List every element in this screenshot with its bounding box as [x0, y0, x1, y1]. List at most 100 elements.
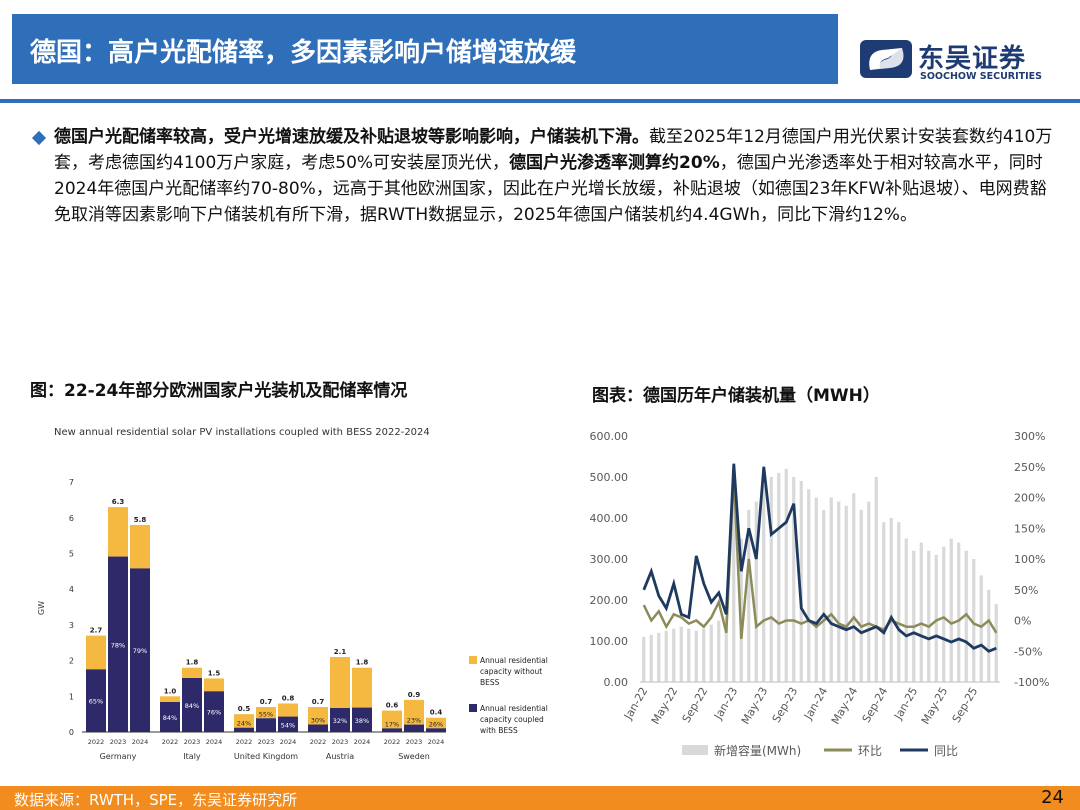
bar-with-bess	[86, 669, 106, 732]
capacity-bar	[822, 509, 826, 682]
x-axis-label: Jan-24	[801, 685, 830, 723]
legend-label: with BESS	[480, 726, 518, 735]
bar-with-bess	[130, 568, 150, 732]
x-axis-label: Sep-25	[950, 685, 981, 725]
capacity-bar	[912, 550, 916, 682]
bar-year-label: 2023	[258, 738, 275, 746]
capacity-bar	[792, 477, 796, 682]
x-axis-label: Jan-22	[621, 685, 650, 723]
capacity-bar	[994, 604, 998, 682]
legend-label: Annual residential	[480, 704, 548, 713]
bar-with-bess	[160, 702, 180, 732]
bar-pct-label: 65%	[89, 698, 103, 706]
capacity-bar	[934, 554, 938, 682]
capacity-bar	[762, 485, 766, 682]
detail-text: 截至2025年12月德国户用光伏累计安装套数约410万套，考虑德国约4100万户…	[54, 127, 1053, 173]
right-chart-caption: 图表：德国历年户储装机量（MWH）	[592, 386, 880, 406]
page-number: 24	[1041, 787, 1064, 808]
capacity-bar	[964, 550, 968, 682]
left-axis-tick: 0.00	[604, 676, 629, 689]
bar-with-bess	[426, 728, 446, 732]
capacity-bar	[754, 501, 758, 682]
x-axis-label: May-25	[919, 685, 951, 727]
capacity-bar	[837, 501, 841, 682]
capacity-bar	[799, 481, 803, 682]
left-chart-caption: 图：22-24年部分欧洲国家户光装机及配储率情况	[30, 381, 408, 401]
capacity-bar	[949, 538, 953, 682]
bar-total-label: 0.7	[260, 698, 273, 706]
right-axis-tick: 300%	[1014, 430, 1045, 443]
body-paragraph: 德国户光配储率较高，受户光增速放缓及补贴退坡等影响影响，户储装机下滑。截至202…	[54, 124, 1054, 228]
right-axis-tick: 150%	[1014, 522, 1045, 535]
bar-year-label: 2023	[184, 738, 201, 746]
capacity-bar	[679, 626, 683, 682]
capacity-bar	[672, 628, 676, 682]
capacity-bar	[874, 477, 878, 682]
title-bar: 德国：高户光配储率，多因素影响户储增速放缓	[12, 14, 838, 84]
capacity-bar	[972, 559, 976, 682]
capacity-bar	[724, 616, 728, 682]
legend-label: 同比	[934, 744, 958, 758]
chart1-ytick: 2	[69, 657, 74, 666]
soochow-logo-icon	[860, 40, 912, 78]
bar-total-label: 2.1	[334, 648, 347, 656]
capacity-bar	[987, 589, 991, 682]
x-axis-label: May-24	[829, 685, 861, 727]
bar-with-bess	[182, 678, 202, 732]
bar-total-label: 0.5	[238, 705, 251, 713]
bar-total-label: 0.8	[282, 694, 295, 702]
capacity-bar	[829, 497, 833, 682]
bar-year-label: 2022	[236, 738, 253, 746]
bar-without-bess	[234, 714, 254, 728]
bar-with-bess	[330, 708, 350, 732]
legend-swatch	[469, 656, 477, 664]
capacity-bar	[957, 542, 961, 682]
right-axis-tick: 200%	[1014, 492, 1045, 505]
page-title: 德国：高户光配储率，多因素影响户储增速放缓	[30, 38, 577, 68]
right-axis-tick: 50%	[1014, 584, 1038, 597]
left-axis-tick: 200.00	[590, 594, 629, 607]
capacity-bar	[732, 468, 736, 682]
bar-pct-label: 54%	[281, 721, 295, 729]
bar-year-label: 2024	[428, 738, 445, 746]
left-axis-tick: 300.00	[590, 553, 629, 566]
header-divider	[0, 99, 1080, 103]
right-axis-tick: -50%	[1014, 645, 1042, 658]
bar-pct-label: 32%	[333, 717, 347, 725]
country-label: Italy	[183, 752, 201, 761]
bar-total-label: 1.0	[164, 687, 177, 695]
legend-label: capacity coupled	[480, 715, 544, 724]
logo-english-name: SOOCHOW SECURITIES	[920, 71, 1042, 82]
bar-with-bess	[308, 724, 328, 732]
bar-total-label: 0.4	[430, 709, 443, 717]
mom-line	[642, 472, 998, 640]
bar-without-bess	[256, 707, 276, 719]
chart1-ytick: 7	[69, 478, 74, 487]
legend-label: 环比	[858, 744, 882, 758]
x-axis-label: Jan-23	[711, 685, 740, 723]
bar-year-label: 2024	[206, 738, 223, 746]
europe-pv-bess-chart: New annual residential solar PV installa…	[37, 427, 548, 761]
bar-year-label: 2022	[384, 738, 401, 746]
bar-pct-label: 55%	[259, 710, 273, 718]
capacity-bar	[844, 505, 848, 682]
capacity-bar	[777, 472, 781, 682]
left-axis-tick: 400.00	[590, 512, 629, 525]
bar-without-bess	[86, 635, 106, 670]
capacity-bar	[784, 468, 788, 682]
bar-total-label: 1.8	[186, 659, 199, 667]
right-axis-tick: 100%	[1014, 553, 1045, 566]
legend-swatch	[469, 704, 477, 712]
bar-total-label: 0.9	[408, 691, 421, 699]
capacity-bar	[747, 509, 751, 682]
bar-without-bess	[278, 703, 298, 717]
x-axis-label: May-23	[739, 685, 771, 727]
bar-without-bess	[330, 657, 350, 709]
bar-year-label: 2023	[332, 738, 349, 746]
x-axis-label: Sep-23	[770, 685, 801, 725]
capacity-bar	[642, 636, 646, 682]
bar-without-bess	[382, 710, 402, 729]
chart1-ytick: 3	[69, 621, 74, 630]
capacity-bar	[649, 634, 653, 682]
bar-with-bess	[204, 691, 224, 732]
